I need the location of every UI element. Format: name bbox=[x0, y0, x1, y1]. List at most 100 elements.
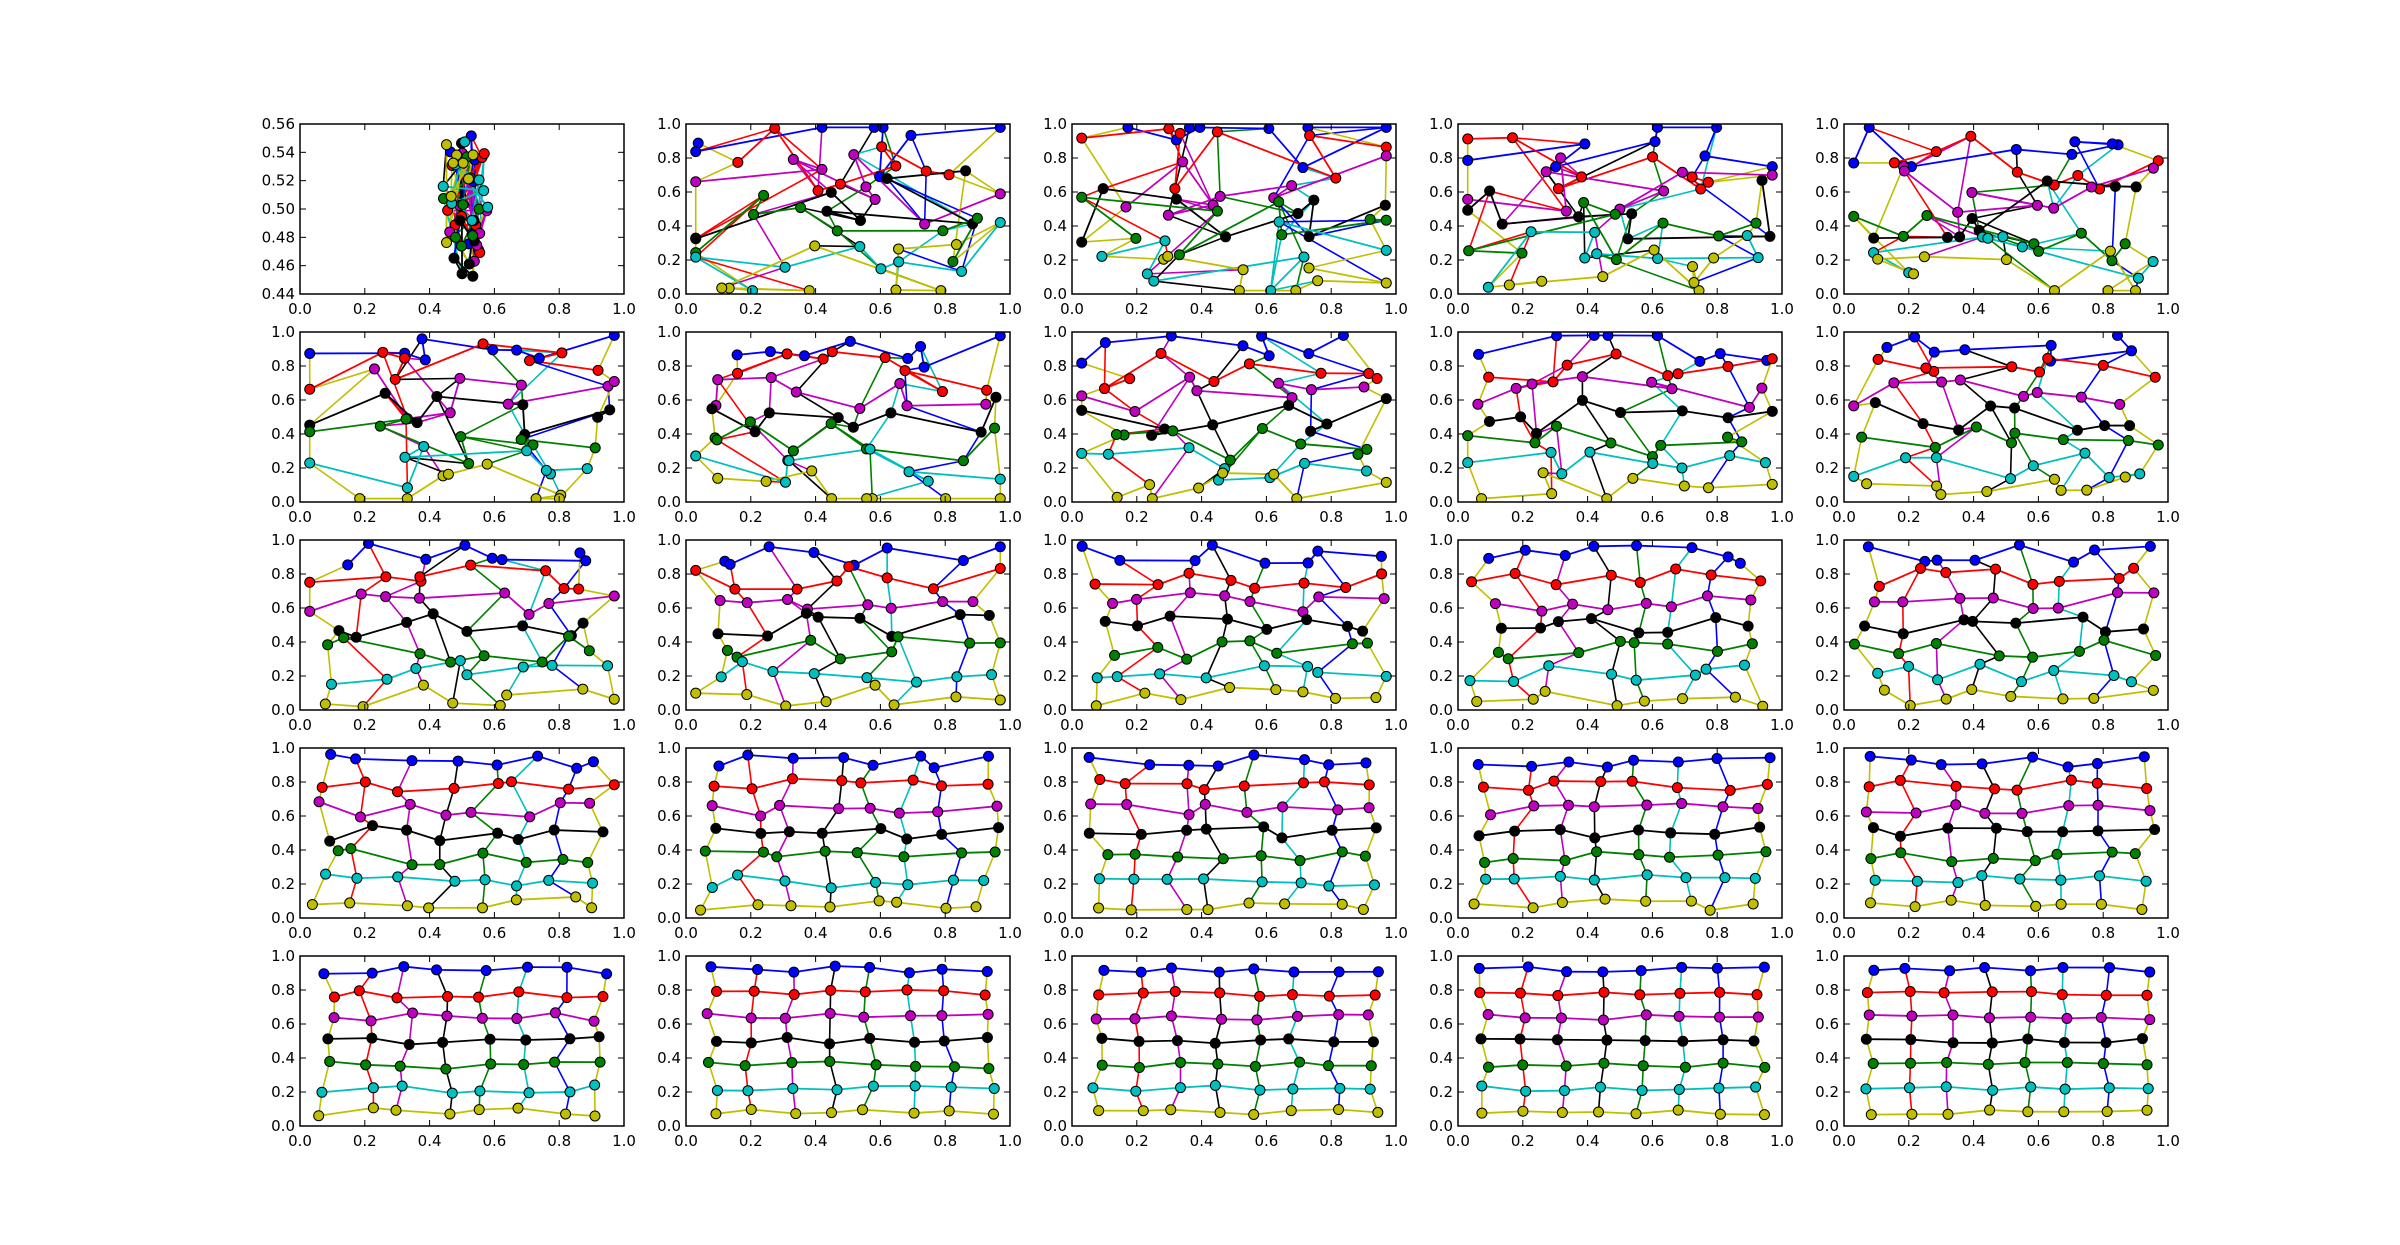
grid-edge bbox=[1555, 426, 1563, 474]
grid-node bbox=[1895, 847, 1907, 859]
grid-node bbox=[943, 1105, 955, 1117]
grid-node bbox=[530, 493, 542, 502]
x-tick-label: 0.2 bbox=[353, 1132, 377, 1150]
grid-edge bbox=[1134, 1015, 1172, 1020]
grid-edge bbox=[1975, 426, 2012, 444]
y-tick-label: 0.6 bbox=[1429, 599, 1453, 617]
grid-node bbox=[869, 193, 881, 205]
grid-node bbox=[523, 608, 535, 620]
grid-node bbox=[1561, 359, 1573, 371]
grid-edge bbox=[1096, 692, 1146, 707]
grid-edge bbox=[1478, 334, 1557, 356]
grid-edge bbox=[2103, 364, 2156, 379]
grid-edge bbox=[1854, 643, 1899, 655]
grid-node bbox=[581, 463, 593, 475]
grid-edge bbox=[792, 1087, 838, 1091]
grid-node bbox=[437, 1036, 449, 1048]
grid-edge bbox=[1582, 399, 1621, 414]
grid-edge bbox=[1483, 786, 1529, 792]
grid-edge bbox=[814, 245, 860, 248]
grid-node bbox=[1380, 244, 1392, 256]
grid-edge bbox=[1578, 212, 1632, 218]
grid-edge bbox=[309, 564, 349, 584]
grid-edge bbox=[830, 989, 866, 993]
grid-node bbox=[1761, 778, 1773, 790]
grid-edge bbox=[2019, 878, 2061, 882]
grid-node bbox=[577, 617, 589, 629]
grid-node bbox=[1248, 749, 1260, 761]
grid-node bbox=[1573, 211, 1585, 223]
grid-edge bbox=[2066, 1016, 2102, 1020]
grid-edge bbox=[2109, 966, 2150, 973]
grid-edge bbox=[1206, 825, 1264, 831]
x-tick-label: 0.4 bbox=[418, 508, 442, 526]
grid-node bbox=[746, 285, 758, 294]
grid-node bbox=[1321, 418, 1333, 430]
grid-edge bbox=[898, 243, 957, 250]
y-tick-label: 0.2 bbox=[1043, 1083, 1067, 1101]
grid-edge bbox=[1533, 804, 1569, 807]
grid-node bbox=[2085, 181, 2097, 193]
grid-node bbox=[357, 701, 369, 710]
x-tick-label: 1.0 bbox=[998, 300, 1022, 318]
grid-node bbox=[1713, 230, 1725, 242]
grid-edge bbox=[955, 695, 1001, 701]
grid-edge bbox=[1555, 140, 1656, 168]
y-tick-label: 0.6 bbox=[271, 599, 295, 617]
grid-node bbox=[1125, 904, 1137, 916]
grid-edge bbox=[1190, 591, 1225, 597]
grid-node bbox=[325, 748, 337, 760]
grid-edge bbox=[1248, 363, 1293, 399]
grid-node bbox=[1742, 620, 1754, 632]
grid-node bbox=[1749, 872, 1761, 884]
grid-node bbox=[1640, 895, 1652, 907]
grid-node bbox=[1908, 268, 1920, 280]
grid-edge bbox=[898, 779, 914, 814]
axes-frame bbox=[1843, 955, 2169, 1127]
grid-node bbox=[1904, 986, 1916, 998]
grid-node bbox=[957, 455, 969, 467]
grid-node bbox=[1556, 468, 1568, 480]
grid-edge bbox=[1644, 697, 1683, 703]
grid-edge bbox=[695, 569, 721, 601]
grid-node bbox=[885, 602, 897, 614]
x-tick-label: 0.6 bbox=[1254, 716, 1278, 734]
grid-node bbox=[824, 901, 836, 913]
grid-edge bbox=[1213, 345, 1244, 383]
grid-node bbox=[2152, 439, 2164, 451]
grid-node bbox=[844, 335, 856, 347]
grid-edge bbox=[1134, 376, 1191, 413]
grid-node bbox=[2062, 761, 2074, 773]
y-tick-label: 1.0 bbox=[1815, 739, 1839, 757]
y-tick-label: 0.2 bbox=[657, 251, 681, 269]
grid-node bbox=[918, 361, 930, 373]
grid-node bbox=[1597, 1014, 1609, 1026]
grid-node bbox=[448, 252, 460, 264]
x-tick-label: 0.0 bbox=[1832, 924, 1856, 942]
grid-edge bbox=[1467, 434, 1536, 444]
grid-edge bbox=[1984, 966, 2031, 972]
grid-edge bbox=[2038, 232, 2082, 253]
grid-node bbox=[935, 780, 947, 792]
grid-edge bbox=[1288, 1038, 1334, 1043]
grid-node bbox=[380, 591, 392, 603]
grid-edge bbox=[1476, 698, 1534, 703]
grid-edge bbox=[1657, 257, 1693, 268]
grid-node bbox=[936, 1010, 948, 1022]
grid-edge bbox=[1144, 692, 1182, 701]
grid-edge bbox=[1619, 412, 1654, 458]
grid-node bbox=[2142, 1083, 2154, 1095]
grid-node bbox=[2027, 751, 2039, 763]
grid-node bbox=[1686, 542, 1698, 554]
grid-node bbox=[1472, 759, 1484, 771]
grid-edge bbox=[1309, 134, 1387, 149]
grid-node bbox=[2130, 181, 2142, 193]
grid-edge bbox=[1636, 544, 1692, 549]
grid-edge bbox=[2050, 349, 2132, 362]
x-tick-label: 0.2 bbox=[1511, 924, 1535, 942]
grid-node bbox=[981, 966, 993, 978]
grid-edge bbox=[1957, 204, 2038, 214]
grid-node bbox=[860, 181, 872, 193]
grid-node bbox=[1947, 1037, 1959, 1049]
grid-edge bbox=[1153, 254, 1180, 282]
